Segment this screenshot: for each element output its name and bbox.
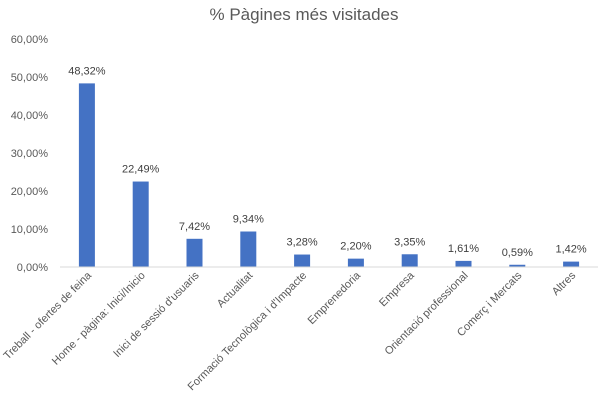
y-tick-label: 60,00% — [11, 34, 49, 46]
y-tick-label: 40,00% — [11, 110, 49, 122]
x-tick-label: Formació Tecnològica i d'Impacte — [186, 270, 310, 394]
bar — [294, 254, 311, 267]
y-axis: 0,00% 10,00% 20,00% 30,00% 40,00% 50,00% 60,00… — [11, 34, 49, 274]
chart-title: % Pàgines més visitades — [210, 5, 399, 24]
y-tick-label: 20,00% — [11, 186, 49, 198]
bar — [455, 260, 472, 267]
data-label: 3,28% — [286, 237, 317, 249]
x-tick-label: Home - pàgina: Inici/Inicio — [50, 270, 148, 368]
x-tick-label: Empresa — [377, 269, 417, 309]
data-label: 1,61% — [448, 243, 479, 255]
bar — [132, 181, 149, 267]
data-label: 3,35% — [394, 236, 425, 248]
data-labels: 48,32% 22,49% 7,42% 9,34% 3,28% 2,20% 3,35% 1,6… — [68, 65, 587, 258]
y-tick-label: 0,00% — [17, 262, 48, 274]
bar — [509, 264, 526, 267]
data-label: 48,32% — [68, 65, 106, 77]
data-label: 22,49% — [122, 164, 160, 176]
y-tick-label: 10,00% — [11, 224, 49, 236]
bar — [240, 231, 257, 267]
y-tick-label: 30,00% — [11, 148, 49, 160]
data-label: 2,20% — [340, 241, 371, 253]
bar — [186, 238, 203, 267]
data-label: 1,42% — [555, 244, 586, 256]
data-label: 0,59% — [502, 247, 533, 259]
x-tick-label: Altres — [550, 269, 579, 298]
bar — [401, 254, 418, 267]
x-tick-label: Actualitat — [215, 270, 255, 310]
bar — [78, 83, 95, 267]
data-label: 9,34% — [233, 214, 264, 226]
bars — [78, 83, 580, 267]
bar — [347, 258, 364, 267]
data-label: 7,42% — [179, 221, 210, 233]
y-tick-label: 50,00% — [11, 72, 49, 84]
bar — [563, 261, 580, 267]
x-tick-label: Treball - ofertes de feina — [2, 269, 95, 362]
x-tick-label: Emprenedoria — [306, 269, 364, 327]
